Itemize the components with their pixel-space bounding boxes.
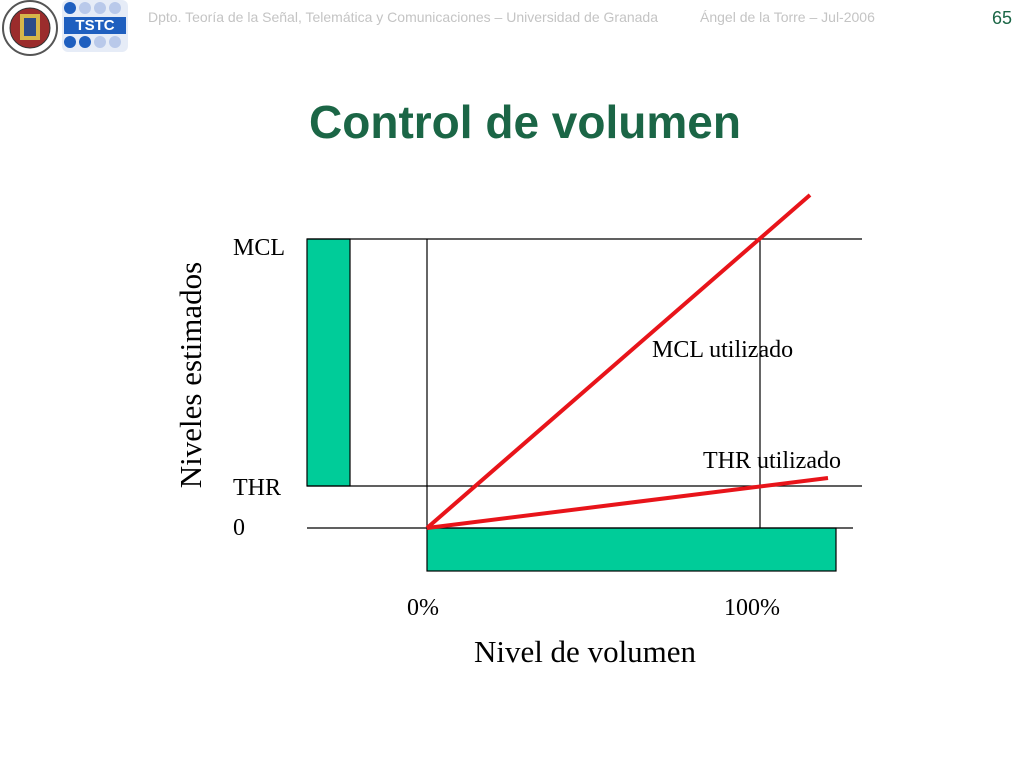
level-label: 0 (233, 515, 245, 541)
department: Dpto. Teoría de la Señal, Telemática y C… (148, 9, 658, 25)
thr-used-line (426, 476, 829, 530)
logo-text: TSTC (75, 17, 114, 34)
line-label: THR utilizado (703, 448, 841, 474)
mcl-used-line (425, 193, 812, 530)
x-axis-label: Nivel de volumen (474, 634, 697, 669)
tstc-logo: TSTC (62, 0, 128, 52)
author: Ángel de la Torre – Jul-2006 (700, 9, 875, 25)
level-label: THR (233, 475, 281, 501)
diagram (306, 193, 862, 572)
line-label: MCL utilizado (652, 337, 793, 363)
level-bar (306, 238, 351, 487)
y-axis-label: Niveles estimados (173, 262, 208, 488)
slide-title: Control de volumen (309, 96, 741, 148)
volume-label: 100% (724, 595, 780, 621)
university-logo (2, 0, 58, 56)
volume-bar (426, 527, 837, 572)
volume-label: 0% (407, 595, 439, 621)
page-number: 65 (992, 8, 1012, 28)
level-label: MCL (233, 235, 285, 261)
